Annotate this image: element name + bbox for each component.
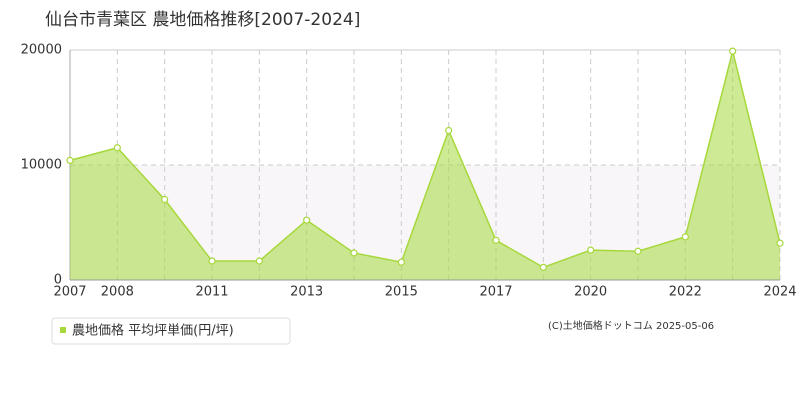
line (69, 50, 781, 269)
x-tick-label: 2017 (479, 285, 512, 300)
point (303, 216, 311, 224)
point (113, 144, 121, 152)
legend-label: 農地価格 平均坪単価(円/坪) (72, 323, 234, 339)
point (208, 257, 216, 265)
x-tick-label: 2008 (101, 285, 134, 300)
point (255, 257, 263, 265)
x-tick-label: 2024 (763, 285, 796, 300)
point (681, 233, 689, 241)
point (587, 246, 595, 254)
point (397, 258, 405, 266)
legend-marker (60, 327, 66, 333)
x-tick-label: 2013 (290, 285, 323, 300)
x-tick-label: 2007 (53, 285, 86, 300)
y-tick-label: 20000 (21, 43, 62, 58)
point (729, 47, 737, 55)
x-tick-label: 2015 (385, 285, 418, 300)
x-tick-label: 2011 (195, 285, 228, 300)
x-tick-label: 2022 (669, 285, 702, 300)
copyright: (C)土地価格ドットコム 2025-05-06 (548, 319, 714, 332)
x-tick-label: 2020 (574, 285, 607, 300)
point (161, 195, 169, 204)
point (350, 249, 358, 257)
y-tick-label: 10000 (21, 158, 62, 173)
chart-title: 仙台市青葉区 農地価格推移[2007-2024] (45, 10, 360, 30)
legend-box (51, 317, 291, 345)
point (539, 263, 547, 271)
area (70, 51, 780, 281)
point (445, 126, 453, 135)
point (776, 239, 784, 247)
point (492, 236, 500, 244)
y-tick-label: 0 (54, 273, 62, 288)
point (634, 247, 642, 255)
point (66, 156, 74, 164)
